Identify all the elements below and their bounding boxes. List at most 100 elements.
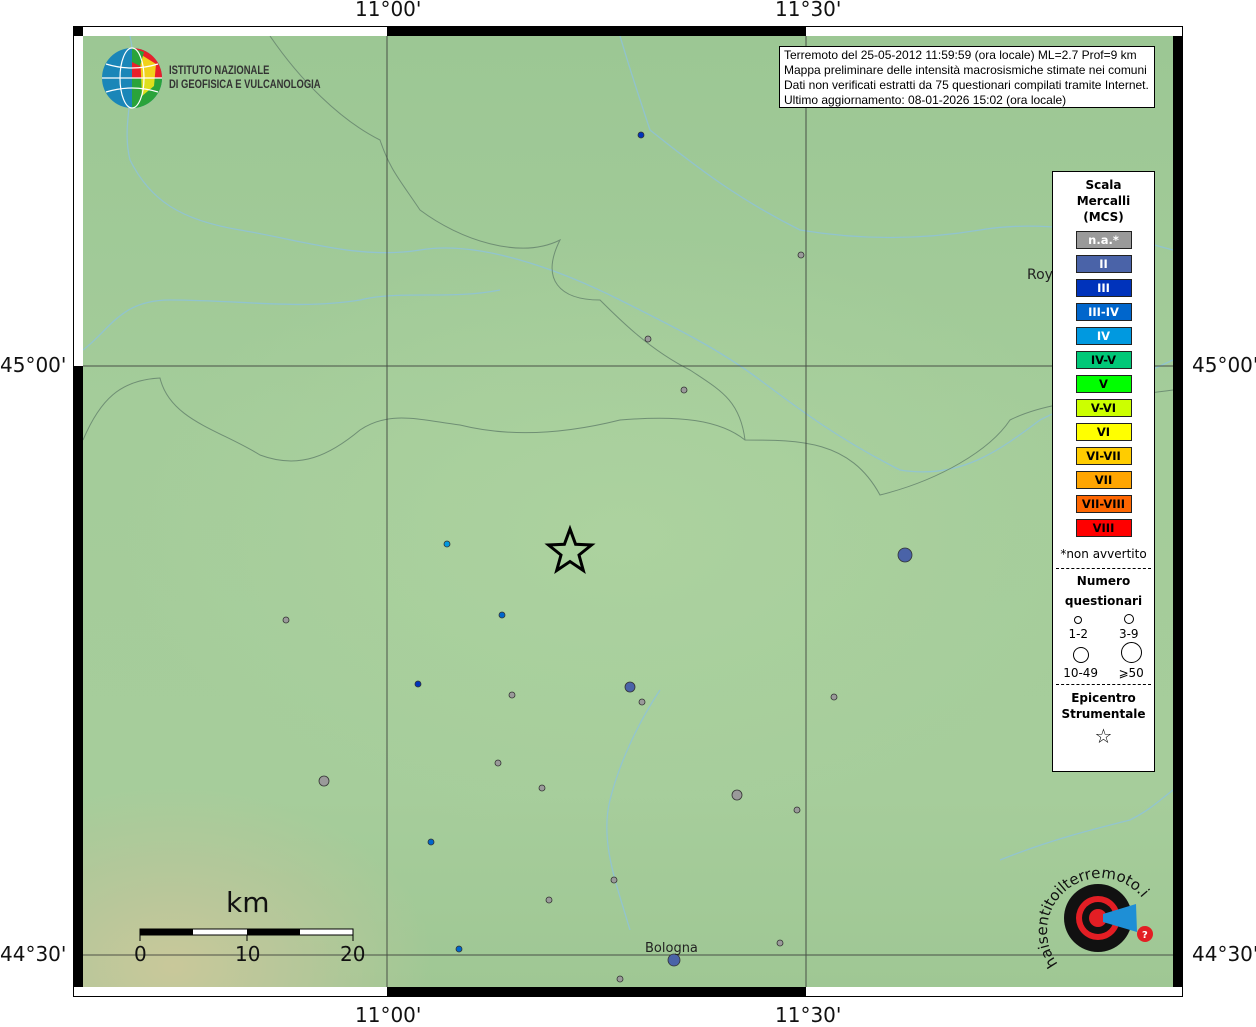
svg-text:?: ? [1142,930,1148,941]
intensity-point[interactable] [455,945,463,953]
legend-swatch-iii-iv: III-IV [1075,303,1132,321]
count-title-line: questionari [1064,594,1143,608]
count-class-10-49: 10-49 [1063,647,1098,680]
info-line: Mappa preliminare delle intensità macros… [784,63,1147,77]
province-border [269,36,746,441]
frame-bar-left [73,366,83,955]
intensity-point[interactable] [494,759,502,767]
intensity-point[interactable] [545,896,553,904]
intensity-point[interactable] [538,784,546,792]
frame-corner [73,26,83,36]
legend-swatches: n.a.* II III III-IV IV IV-V V V-VI VI VI-VII VII VI… [1053,231,1154,537]
intensity-point[interactable] [776,939,784,947]
legend-swatch-n-a-: n.a.* [1075,231,1132,249]
intensity-point[interactable] [637,131,645,139]
legend-star-icon: ☆ [1094,724,1113,748]
intensity-point[interactable] [830,693,838,701]
scale-tick-10: 10 [235,942,261,966]
lat-label-left-2: 44°30' [0,942,67,966]
lat-label-right-1: 45°00' [1192,353,1256,377]
intensity-point[interactable] [731,789,743,801]
intensity-point[interactable] [667,953,681,967]
place-label-rovigo: Roy [1027,267,1053,283]
intensity-point[interactable] [414,680,422,688]
ingv-globe-logo [102,47,162,109]
legend-title-line: Mercalli [1076,194,1131,208]
map-area[interactable]: ISTITUTO NAZIONALE DI GEOFISICA E VULCAN… [83,36,1173,987]
legend-swatch-v-vi: V-VI [1075,399,1132,417]
legend-swatch-v: V [1075,375,1132,393]
frame-bar-left-bottom [73,955,83,987]
province-border [83,377,1173,496]
legend-title-line: Scala [1085,178,1122,192]
legend-swatch-vii: VII [1075,471,1132,489]
epicenter-title-line: Epicentro [1071,691,1136,705]
info-line: Terremoto del 25-05-2012 11:59:59 (ora l… [784,48,1137,62]
intensity-point[interactable] [797,251,805,259]
epicenter-star-icon [544,524,596,575]
ingv-line1: ISTITUTO NAZIONALE [169,65,270,77]
legend-swatch-ii: II [1075,255,1132,273]
intensity-point[interactable] [508,691,516,699]
legend-title: Scala Mercalli (MCS) [1053,177,1154,225]
lon-label-bottom-2: 11°30' [775,1003,842,1027]
place-label-bologna: Bologna [645,941,698,956]
frame-bar-right-top [1173,36,1183,366]
map-overlay [83,36,1173,987]
scale-unit: km [226,886,270,919]
intensity-point[interactable] [318,775,330,787]
legend-swatch-viii: VIII [1075,519,1132,537]
river [606,689,661,931]
intensity-point[interactable] [638,698,646,706]
count-title-line: Numero [1076,574,1131,588]
intensity-point[interactable] [443,540,451,548]
lon-label-top-2: 11°30' [775,0,842,21]
river [83,289,501,351]
count-class-1-2: 1-2 [1068,613,1088,641]
intensity-point[interactable] [897,547,913,563]
intensity-point[interactable] [616,975,624,983]
count-class-50-plus: ⩾50 [1118,642,1144,680]
intensity-point[interactable] [282,616,290,624]
legend-swatch-iv: IV [1075,327,1132,345]
scale-tick-0: 0 [134,942,147,966]
lon-label-bottom-1: 11°00' [355,1003,422,1027]
frame-bar-right [1173,366,1183,955]
intensity-point[interactable] [793,806,801,814]
intensity-point[interactable] [427,838,435,846]
frame-bar-top [387,26,806,36]
lat-label-right-2: 44°30' [1192,942,1256,966]
frame-bar-right-bottom [1173,955,1183,987]
legend-title-line: (MCS) [1083,210,1124,224]
count-title: Numero questionari [1053,571,1154,611]
lat-label-left-1: 45°00' [0,353,67,377]
ingv-line2: DI GEOFISICA E VULCANOLOGIA [169,79,321,91]
intensity-point[interactable] [624,681,636,693]
river [619,36,1173,251]
legend-swatch-vi: VI [1075,423,1132,441]
ingv-logo-text: ISTITUTO NAZIONALE DI GEOFISICA E VULCAN… [169,64,321,92]
intensity-point[interactable] [644,335,652,343]
legend-swatch-vii-viii: VII-VIII [1075,495,1132,513]
scale-bar [139,928,354,941]
info-line: Ultimo aggiornamento: 08-01-2026 15:02 (… [784,93,1067,107]
intensity-point[interactable] [610,876,618,884]
intensity-point[interactable] [498,611,506,619]
count-class-3-9: 3-9 [1119,613,1139,641]
epicenter-title: Epicentro Strumentale [1053,690,1154,722]
legend-footnote: *non avvertito [1060,547,1147,561]
river [999,789,1173,861]
epicenter-title-line: Strumentale [1061,707,1146,721]
info-line: Dati non verificati estratti da 75 quest… [784,78,1149,92]
divider [1056,684,1151,685]
intensity-point[interactable] [680,386,688,394]
legend: Scala Mercalli (MCS) n.a.* II III III-IV IV I… [1052,171,1155,772]
lon-label-top-1: 11°00' [355,0,422,21]
info-box: Terremoto del 25-05-2012 11:59:59 (ora l… [779,46,1155,108]
legend-swatch-iv-v: IV-V [1075,351,1132,369]
legend-swatch-vi-vii: VI-VII [1075,447,1132,465]
divider [1056,568,1151,569]
legend-swatch-iii: III [1075,279,1132,297]
haisentito-logo: ? haisentitoilterremoto.it [1033,854,1153,972]
river [126,36,1173,473]
